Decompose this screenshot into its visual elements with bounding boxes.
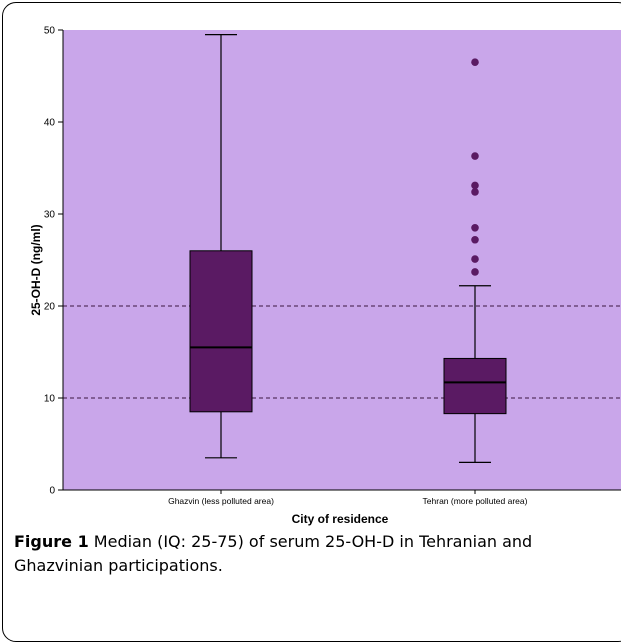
caption-text: Median (IQ: 25-75) of serum 25-OH-D in T…	[14, 532, 533, 575]
y-tick-label: 50	[44, 26, 56, 37]
outlier-point	[471, 152, 479, 160]
box-group	[189, 33, 253, 459]
outlier-point	[471, 58, 479, 66]
outlier-point	[471, 268, 479, 276]
y-tick-label: 10	[44, 394, 56, 405]
box-group	[443, 58, 507, 463]
y-tick-label: 30	[44, 210, 56, 221]
iqr-box	[189, 250, 253, 413]
outlier-point	[471, 235, 479, 244]
y-tick-label: 40	[44, 118, 56, 129]
figure-caption: Figure 1 Median (IQ: 25-75) of serum 25-…	[14, 530, 614, 578]
figure-label: Figure 1	[14, 532, 89, 551]
y-tick-label: 0	[49, 486, 55, 497]
x-axis-label: City of residence	[292, 512, 389, 526]
x-tick-label: Tehran (more polluted area)	[423, 496, 528, 506]
box-plot-chart: 0 10 20 30 40 50 Ghazvin (less polluted area) T…	[29, 26, 621, 526]
iqr-box	[443, 357, 507, 415]
x-tick-label: Ghazvin (less polluted area)	[168, 496, 274, 506]
y-axis-label: 25-OH-D (ng/ml)	[29, 224, 43, 315]
plot-area	[63, 30, 621, 490]
outlier-point	[471, 224, 479, 232]
outlier-point	[471, 181, 479, 190]
outlier-point	[471, 255, 479, 263]
y-tick-label: 20	[44, 302, 56, 313]
outlier-point	[471, 188, 479, 196]
caption-end: .	[217, 556, 223, 575]
